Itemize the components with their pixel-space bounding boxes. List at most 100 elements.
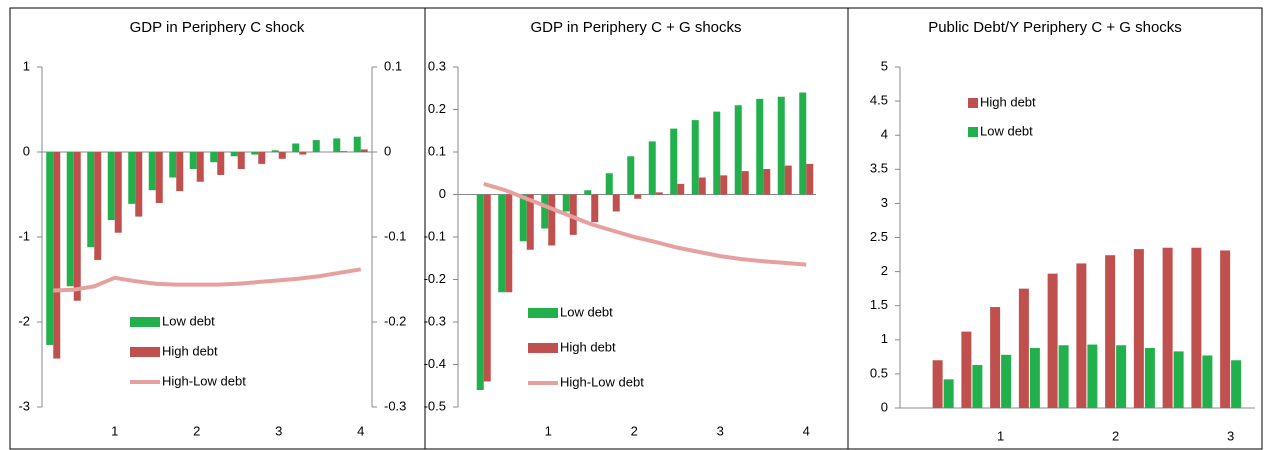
bar	[46, 152, 54, 345]
bar	[1018, 288, 1029, 408]
x-tick-label: 2	[1112, 428, 1119, 443]
y-tick-label: 0	[439, 186, 446, 201]
legend-label: High debt	[162, 343, 218, 358]
bar	[799, 92, 807, 195]
bar	[526, 194, 534, 250]
y-tick-label: 1	[881, 331, 888, 346]
bar	[548, 194, 556, 246]
bar	[562, 194, 570, 212]
bar	[670, 128, 678, 195]
bar	[258, 152, 266, 164]
panel-border	[847, 7, 1263, 450]
chart-title: GDP in Periphery C shock	[130, 19, 305, 36]
bar	[1173, 351, 1184, 408]
bar	[148, 152, 156, 191]
x-tick-label: 2	[193, 423, 200, 438]
bar	[961, 331, 972, 408]
bar	[591, 194, 599, 223]
bar	[66, 152, 74, 287]
y-tick-label: 4	[881, 127, 888, 142]
bar	[155, 152, 163, 203]
y2-tick-label: 0.1	[384, 58, 402, 73]
bar	[972, 365, 983, 408]
bar	[627, 156, 635, 195]
y2-tick-label: -0.3	[384, 398, 406, 413]
bar	[1191, 247, 1202, 408]
y-tick-label: 1.5	[870, 297, 888, 312]
x-tick-label: 4	[803, 423, 810, 438]
y-tick-label: -1	[18, 228, 30, 243]
y-tick-label: -3	[18, 398, 30, 413]
bar	[87, 152, 95, 248]
bar	[541, 194, 549, 229]
bar	[1116, 345, 1127, 408]
bar	[278, 152, 286, 159]
bar	[1047, 273, 1058, 408]
x-tick-label: 3	[275, 423, 282, 438]
bar	[1231, 360, 1242, 408]
bar	[251, 152, 259, 155]
bar	[1058, 345, 1069, 408]
bar	[476, 194, 484, 390]
y-tick-label: -0.2	[424, 271, 446, 286]
bar	[94, 152, 102, 260]
bar	[483, 194, 491, 382]
y-tick-label: 3.5	[870, 161, 888, 176]
y-tick-label: 1	[23, 58, 30, 73]
y2-tick-label: -0.1	[384, 228, 406, 243]
bar	[698, 177, 706, 195]
bar	[217, 152, 225, 175]
bar	[1087, 344, 1098, 408]
y-tick-label: -0.3	[424, 313, 446, 328]
bar	[777, 96, 785, 195]
y-tick-label: 2	[881, 263, 888, 278]
legend-swatch	[130, 347, 160, 357]
bar	[340, 151, 348, 152]
bar	[713, 111, 721, 195]
bar	[691, 120, 699, 195]
bar	[720, 175, 728, 195]
legend-swatch	[968, 127, 978, 137]
bar	[569, 194, 577, 235]
x-tick-label: 1	[997, 428, 1004, 443]
x-tick-label: 1	[111, 423, 118, 438]
bar	[196, 152, 204, 182]
bar	[756, 98, 764, 195]
bar	[1076, 263, 1087, 408]
legend-swatch	[528, 308, 558, 318]
y-tick-label: 2.5	[870, 229, 888, 244]
bar	[299, 152, 307, 155]
bar	[353, 136, 361, 152]
y-tick-label: 0	[881, 399, 888, 414]
line	[53, 267, 362, 293]
y-tick-label: 4.5	[870, 93, 888, 108]
y-tick-label: 0.3	[428, 58, 446, 73]
x-tick-label: 4	[357, 423, 364, 438]
bar	[53, 152, 61, 359]
bar	[605, 173, 613, 195]
bar	[505, 194, 513, 293]
bar	[135, 152, 143, 217]
bar	[271, 150, 279, 152]
bar	[292, 143, 300, 152]
x-tick-label: 3	[1227, 428, 1234, 443]
legend-swatch	[130, 317, 160, 327]
y-tick-label: 3	[881, 195, 888, 210]
bar	[584, 190, 592, 195]
bar	[612, 194, 620, 212]
y-tick-label: -2	[18, 313, 30, 328]
y2-tick-label: 0	[384, 143, 391, 158]
bar	[1029, 347, 1040, 408]
bar	[655, 192, 663, 195]
legend-label: High-Low debt	[162, 373, 246, 388]
bar	[237, 152, 245, 169]
y-tick-label: -0.1	[424, 228, 446, 243]
legend-label: Low debt	[162, 313, 215, 328]
y-tick-label: 0	[23, 143, 30, 158]
x-tick-label: 2	[631, 423, 638, 438]
bar	[734, 105, 742, 195]
bar	[114, 152, 122, 233]
bar	[784, 165, 792, 195]
y-tick-label: 0.1	[428, 143, 446, 158]
